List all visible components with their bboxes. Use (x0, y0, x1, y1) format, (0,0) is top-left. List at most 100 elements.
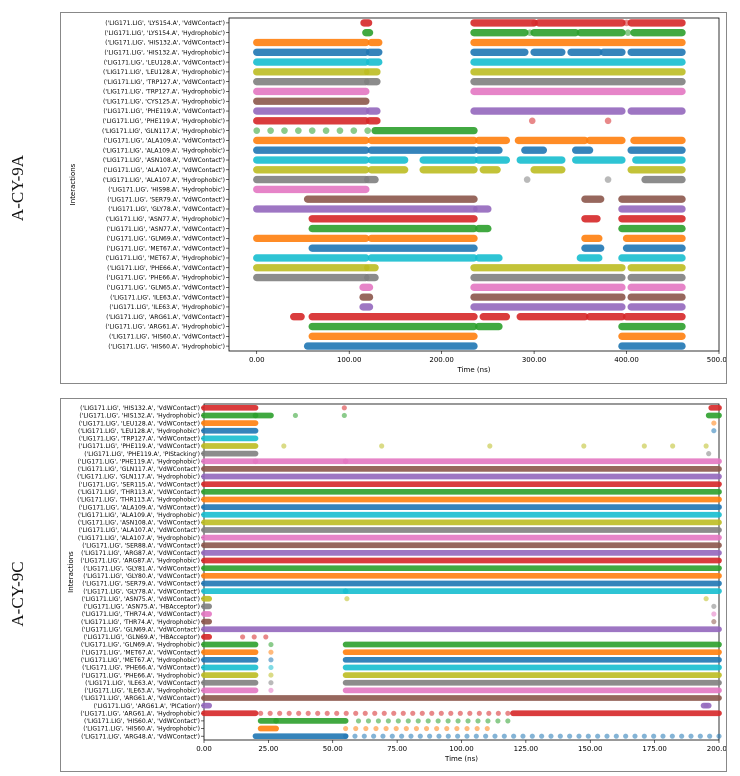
interaction-segment (201, 458, 259, 465)
interaction-point (567, 733, 573, 739)
interaction-point (408, 733, 414, 739)
interaction-segment (253, 205, 478, 213)
series-row (201, 481, 722, 488)
interaction-segment (201, 504, 722, 510)
series-row (308, 224, 686, 233)
y-tick-label: ('LIG171.LIG', 'GLY80.A', 'VdWContact') (83, 573, 200, 580)
interaction-segment (470, 48, 529, 56)
y-tick-label: ('LIG171.LIG', 'SER88.A', 'VdWContact') (82, 542, 200, 549)
interaction-point (427, 733, 433, 739)
series-row (201, 550, 722, 556)
interaction-segment (253, 146, 370, 154)
interaction-segment (581, 215, 601, 223)
interaction-segment (253, 107, 370, 115)
interaction-segment (474, 136, 511, 145)
series-row (201, 427, 717, 434)
interaction-point (372, 710, 378, 716)
y-tick-label: ('LIG171.LIG', 'PHE66.A', 'VdWContact') (82, 665, 200, 672)
interaction-point (429, 710, 435, 716)
x-tick-label: 100.00 (337, 356, 362, 364)
y-tick-label: ('LIG171.LIG', 'PHE119.A', 'Hydrophobic'… (78, 458, 200, 465)
interaction-segment (627, 293, 686, 301)
interaction-segment (585, 313, 626, 321)
y-tick-label: ('LIG171.LIG', 'LEU128.A', 'VdWContact') (79, 420, 200, 427)
interaction-point (352, 733, 358, 739)
interaction-segment (201, 534, 722, 541)
x-axis-label: Time (ns) (444, 755, 478, 763)
interaction-point (296, 710, 302, 716)
x-tick-label: 175.00 (642, 745, 667, 753)
interaction-segment (253, 38, 370, 47)
interaction-segment (622, 313, 686, 321)
interaction-point (475, 718, 481, 724)
interaction-segment (201, 511, 722, 518)
interaction-segment (419, 166, 478, 174)
interaction-segment (201, 550, 722, 556)
interaction-point (419, 710, 425, 716)
interaction-segment (371, 126, 478, 135)
interaction-segment (253, 97, 370, 105)
series-row (201, 618, 717, 625)
interaction-point (557, 733, 563, 739)
interaction-segment (201, 519, 722, 526)
series-row (360, 19, 686, 27)
y-tick-label: ('LIG171.LIG', 'GLY78.A', 'VdWContact') (83, 588, 200, 595)
interaction-segment (474, 146, 503, 154)
interaction-segment (470, 87, 686, 96)
interaction-point (595, 733, 601, 739)
interaction-segment (201, 618, 213, 625)
y-tick-label: ('LIG171.LIG', 'PHE119.A', 'Hydrophobic'… (103, 118, 225, 125)
interaction-point (448, 710, 454, 716)
series-row (253, 107, 686, 115)
interaction-segment (201, 542, 722, 549)
interaction-point (240, 634, 246, 640)
y-tick-label: ('LIG171.LIG', 'HIS60.A', 'VdWContact') (109, 334, 225, 341)
series-row (201, 641, 722, 648)
series-row (253, 156, 686, 164)
interaction-point (322, 127, 330, 134)
interaction-segment (273, 718, 349, 724)
interaction-point (613, 733, 619, 739)
interaction-segment (257, 725, 279, 732)
x-tick-label: 0.00 (249, 356, 265, 364)
interaction-segment (367, 254, 478, 262)
interaction-segment (419, 156, 478, 164)
interaction-segment (308, 215, 478, 223)
interaction-segment (201, 496, 722, 503)
interaction-segment (201, 580, 722, 587)
y-tick-label: ('LIG171.LIG', 'PHE119.A', 'VdWContact') (78, 443, 200, 450)
interaction-point (341, 405, 347, 411)
interaction-segment (535, 19, 626, 27)
interaction-point (670, 443, 676, 449)
y-tick-label: ('LIG171.LIG', 'ARG87.A', 'VdWContact') (81, 550, 200, 557)
series-row (201, 420, 717, 426)
x-tick-label: 150.00 (578, 745, 603, 753)
interaction-segment (572, 156, 626, 164)
series-row (359, 303, 686, 311)
interaction-point (324, 710, 330, 716)
series-row (253, 273, 686, 282)
y-tick-label: ('LIG171.LIG', 'ALA107.A', 'Hydrophobic'… (78, 535, 200, 542)
interaction-point (679, 733, 685, 739)
interaction-point (445, 733, 451, 739)
interaction-point (253, 127, 261, 134)
interaction-point (343, 733, 349, 739)
interaction-point (361, 733, 367, 739)
y-tick-label: ('LIG171.LIG', 'HIS60.A', 'VdWContact') (84, 718, 200, 725)
interaction-point (444, 725, 450, 732)
series-row (253, 58, 686, 66)
series-row (253, 77, 686, 86)
series-row (201, 458, 722, 465)
interaction-segment (479, 166, 501, 174)
chart-a-cy-9a: ('LIG171.LIG', 'LYS154.A', 'VdWContact')… (69, 17, 731, 374)
interaction-segment (364, 264, 379, 272)
interaction-point (581, 443, 587, 449)
series-row (201, 702, 712, 709)
y-tick-label: ('LIG171.LIG', 'ALA107.A', 'VdWContact') (104, 167, 225, 174)
interaction-segment (253, 234, 370, 243)
side-label-a: A-CY-9A (8, 154, 27, 222)
interaction-point (495, 718, 501, 724)
interaction-segment (201, 557, 722, 564)
interaction-point (380, 733, 386, 739)
interaction-segment (342, 664, 722, 671)
